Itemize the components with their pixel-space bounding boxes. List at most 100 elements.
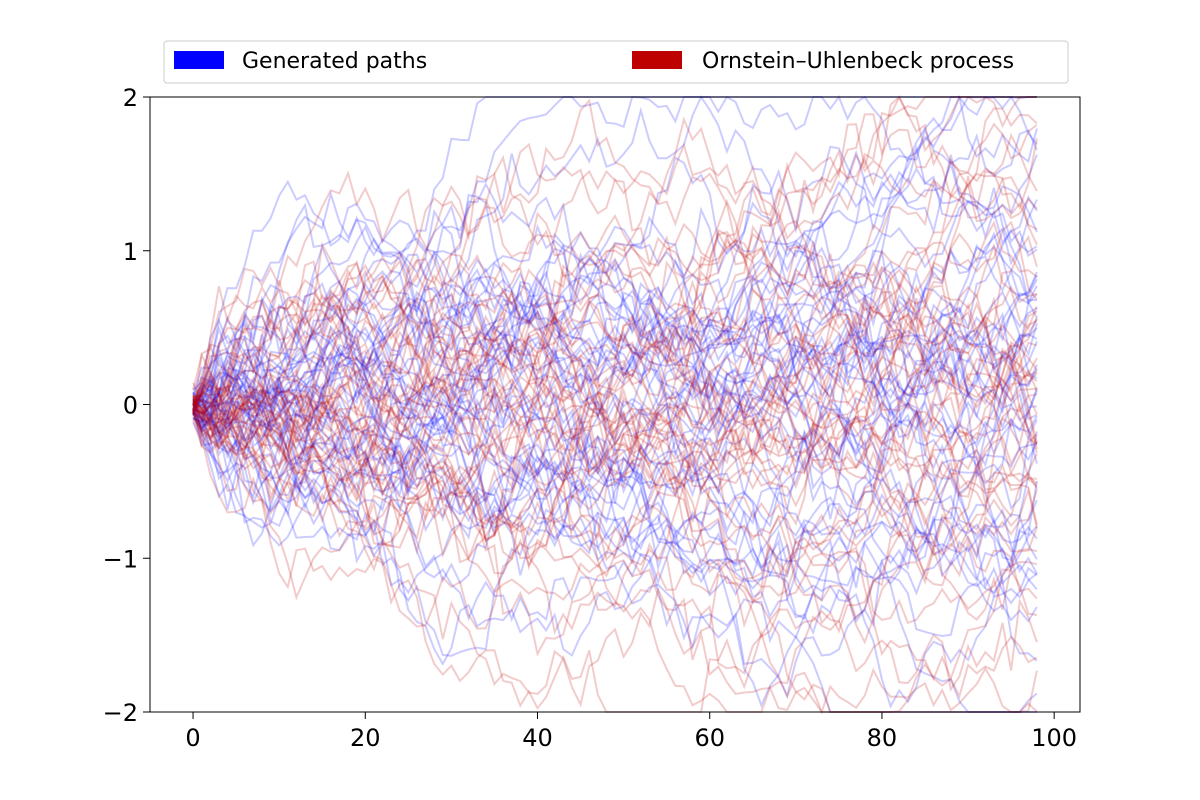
- legend-swatch-generated-paths: [174, 51, 224, 69]
- generated-path-line: [192, 166, 1037, 458]
- ou-process-path-line: [192, 284, 1038, 490]
- ou-process-path-line: [192, 367, 1038, 571]
- generated-path-line: [192, 284, 1038, 511]
- ou-process-path-line: [192, 392, 1038, 597]
- generated-path-line: [192, 290, 1038, 578]
- generated-path-line: [192, 96, 1038, 409]
- ou-process-path-line: [192, 238, 1038, 418]
- generated-path-line: [192, 236, 1038, 432]
- generated-path-line: [192, 306, 1038, 520]
- generated-path-line: [192, 276, 1038, 562]
- generated-path-line: [192, 368, 1038, 657]
- generated-path-line: [192, 258, 1038, 481]
- generated-path-line: [192, 231, 1038, 413]
- ou-process-path-line: [192, 297, 1038, 639]
- ou-process-path-line: [192, 96, 1037, 470]
- generated-path-line: [192, 334, 1038, 583]
- ou-process-path-line: [192, 184, 1038, 491]
- generated-path-line: [192, 195, 1038, 511]
- ou-process-path-line: [192, 95, 1038, 417]
- ou-process-path-line: [192, 261, 1038, 515]
- x-tick-label: 60: [694, 724, 725, 752]
- ou-process-path-line: [192, 182, 1038, 454]
- generated-path-line: [192, 410, 1038, 621]
- generated-path-line: [192, 291, 1037, 428]
- ou-process-path-line: [192, 393, 1038, 695]
- generated-path-line: [192, 94, 1037, 414]
- ou-process-path-line: [192, 107, 1038, 414]
- ou-process-path-line: [192, 400, 1038, 708]
- generated-path-line: [192, 302, 1038, 529]
- generated-path-line: [192, 144, 1038, 448]
- y-tick-label: −2: [103, 699, 138, 727]
- ou-process-path-line: [192, 347, 1038, 507]
- ou-process-path-line: [192, 285, 1038, 457]
- x-tick-label: 40: [522, 724, 553, 752]
- generated-path-line: [192, 149, 1038, 536]
- generated-path-line: [192, 224, 1038, 495]
- generated-path-line: [192, 398, 1038, 699]
- x-tick-label: 0: [185, 724, 200, 752]
- ou-process-path-line: [192, 138, 1038, 490]
- ou-process-path-line: [192, 289, 1038, 496]
- ou-process-path-line: [192, 95, 1037, 533]
- ou-process-path-line: [192, 220, 1038, 465]
- ou-process-path-line: [192, 154, 1038, 417]
- ou-process-path-line: [192, 331, 1037, 575]
- generated-path-line: [192, 368, 1038, 619]
- ou-process-path-line: [192, 354, 1038, 616]
- x-tick-label: 100: [1031, 724, 1077, 752]
- ou-process-path-line: [192, 351, 1038, 620]
- generated-path-line: [192, 145, 1038, 442]
- y-tick-label: 1: [123, 238, 138, 266]
- ou-process-path-line: [192, 243, 1038, 491]
- generated-path-line: [192, 242, 1038, 488]
- generated-path-line: [192, 262, 1038, 553]
- legend-swatch-ou-process: [632, 51, 682, 69]
- generated-path-line: [192, 345, 1038, 558]
- ou-process-path-line: [192, 172, 1038, 456]
- generated-path-line: [192, 281, 1038, 512]
- legend-label-ou-process: Ornstein–Uhlenbeck process: [702, 49, 1014, 74]
- legend: Generated paths Ornstein–Uhlenbeck proce…: [163, 40, 1069, 84]
- ou-process-path-line: [192, 352, 1038, 581]
- y-tick-label: −1: [103, 545, 138, 573]
- ou-process-path-line: [192, 347, 1038, 568]
- ou-process-path-line: [192, 249, 1038, 476]
- ou-process-path-line: [192, 362, 1038, 645]
- ou-process-path-line: [192, 98, 1038, 412]
- y-axis: −2 −1 0 1 2: [103, 84, 150, 727]
- generated-path-line: [192, 374, 1038, 599]
- ou-process-path-line: [192, 234, 1038, 475]
- generated-path-line: [192, 275, 1038, 475]
- generated-path-line: [192, 377, 1038, 585]
- ou-process-path-line: [192, 239, 1038, 425]
- generated-path-line: [192, 94, 1037, 410]
- generated-path-line: [192, 179, 1038, 400]
- y-tick-label: 0: [123, 392, 138, 420]
- y-tick-label: 2: [123, 84, 138, 112]
- generated-path-line: [192, 231, 1038, 462]
- generated-path-line: [192, 274, 1038, 459]
- ou-process-path-line: [192, 333, 1038, 508]
- generated-path-line: [192, 286, 1038, 512]
- generated-path-line: [192, 398, 1038, 651]
- ou-process-path-line: [192, 387, 1038, 715]
- generated-path-line: [192, 199, 1038, 456]
- legend-box: [163, 40, 1069, 84]
- legend-label-generated-paths: Generated paths: [242, 49, 427, 74]
- ou-process-path-line: [193, 264, 1038, 540]
- generated-path-line: [192, 296, 1038, 544]
- generated-path-line: [192, 381, 1038, 591]
- generated-path-line: [192, 375, 1038, 713]
- ou-process-path-line: [192, 329, 1038, 543]
- ou-process-path-line: [192, 278, 1038, 433]
- ou-process-path-line: [192, 285, 1038, 635]
- generated-path-line: [192, 154, 1038, 396]
- x-tick-label: 80: [867, 724, 898, 752]
- plot-lines: [192, 94, 1038, 715]
- ou-process-path-line: [192, 325, 1038, 565]
- generated-path-line: [192, 282, 1038, 419]
